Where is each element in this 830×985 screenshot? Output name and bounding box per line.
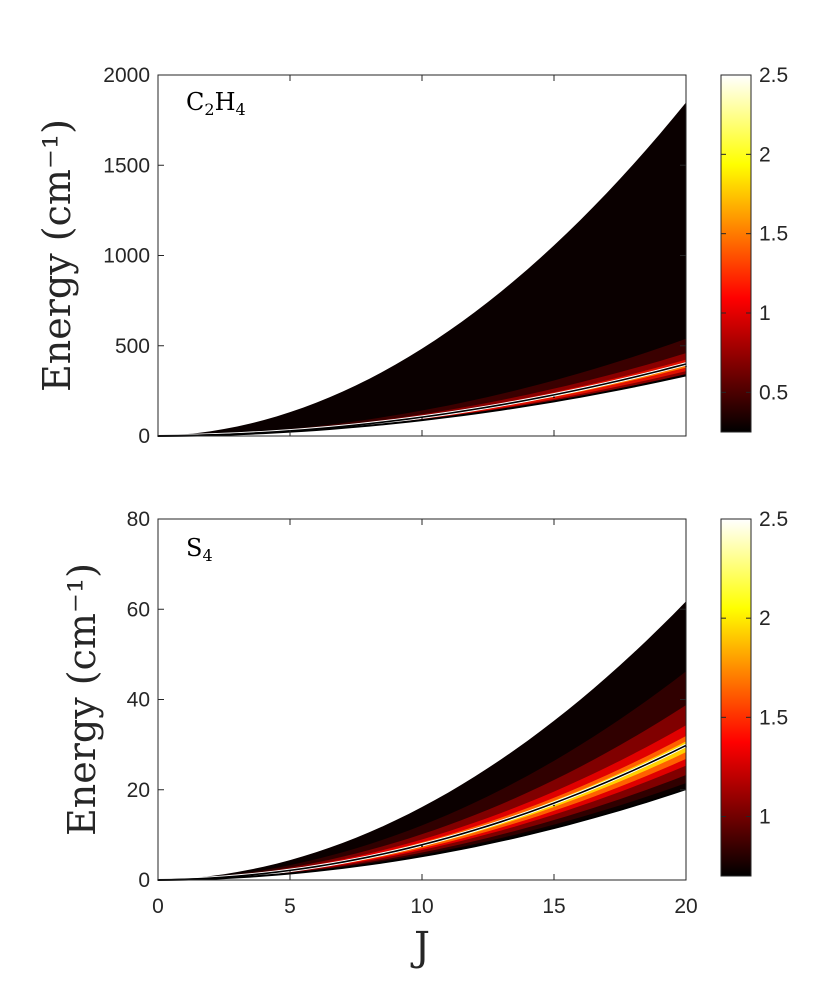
y-tick-label: 1500 <box>103 154 150 177</box>
mean-curve <box>157 744 687 881</box>
y-tick-label: 80 <box>127 508 150 531</box>
x-tick-label: 20 <box>674 895 697 918</box>
panel-label-subscript: 2 <box>204 100 214 119</box>
colorbar <box>720 518 752 877</box>
y-tick-label: 60 <box>127 598 150 621</box>
y-tick-label: 0 <box>138 869 150 892</box>
panel-label-text: C <box>186 88 204 116</box>
panel-label: C2H4 <box>186 88 246 119</box>
y-tick-label: 0 <box>138 425 150 448</box>
curve-point <box>553 396 555 398</box>
lower-boundary <box>157 788 687 881</box>
density-band <box>158 102 686 436</box>
colorbar-tick-label: 2 <box>759 607 771 630</box>
panel-2: 0 20 40 60 80 0 5 10 15 20 Energy (cm⁻¹) J S4 1 1.5 2 2.… <box>60 508 788 970</box>
colorbar-tick-label: 2 <box>759 143 771 166</box>
colorbar <box>720 74 752 433</box>
curve-point <box>289 870 291 872</box>
colorbar-tick-label: 1 <box>759 806 771 829</box>
x-axis-label: J <box>410 924 430 970</box>
x-tick-label: 5 <box>284 895 296 918</box>
y-tick-label: 20 <box>127 779 150 802</box>
y-tick-label: 1000 <box>103 245 150 268</box>
y-axis-label: Energy (cm⁻¹) <box>60 563 104 836</box>
colorbar-tick-label: 0.5 <box>759 381 788 404</box>
y-tick-label: 500 <box>115 335 150 358</box>
panel-label: S4 <box>186 534 213 565</box>
colorbar-tick-label: 1.5 <box>759 223 788 246</box>
lower-boundary <box>157 374 687 437</box>
y-tick-label: 40 <box>127 689 150 712</box>
y-axis-label: Energy (cm⁻¹) <box>35 119 79 392</box>
curve-point <box>421 417 423 419</box>
colorbar-tick-label: 2.5 <box>759 64 788 87</box>
panel-label-text: S <box>186 534 202 562</box>
colorbar-tick-label: 2.5 <box>759 508 788 531</box>
panel-label-subscript: 4 <box>236 100 246 119</box>
x-tick-label: 0 <box>152 895 164 918</box>
y-tick-label: 2000 <box>103 64 150 87</box>
colorbar-tick-label: 1 <box>759 302 771 325</box>
x-tick-label: 15 <box>542 895 565 918</box>
panel-label-text: H <box>215 88 236 116</box>
colorbar-tick-label: 1.5 <box>759 706 788 729</box>
density-glow-3 <box>158 725 686 880</box>
x-tick-label: 10 <box>410 895 433 918</box>
panel-label-subscript: 4 <box>202 546 212 565</box>
curve-point <box>553 804 555 807</box>
curve-point <box>421 845 423 847</box>
